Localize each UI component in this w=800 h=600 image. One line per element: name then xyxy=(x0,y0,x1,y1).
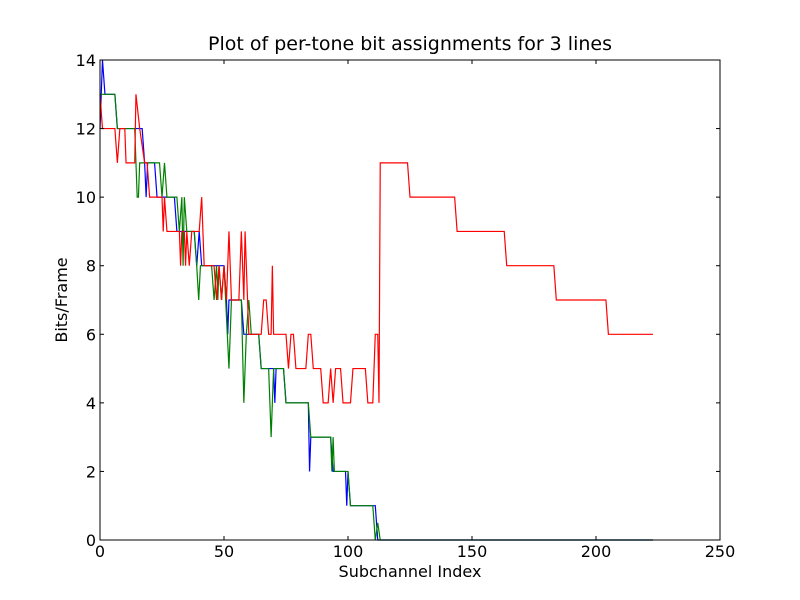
y-tick-label: 12 xyxy=(76,120,96,139)
x-tick-label: 100 xyxy=(333,542,364,561)
y-tick-label: 4 xyxy=(86,394,96,413)
y-tick-label: 2 xyxy=(86,462,96,481)
y-tick-label: 8 xyxy=(86,257,96,276)
x-tick-label: 0 xyxy=(95,542,105,561)
ticks-layer: 0 50 100 150 200 250 0 2 4 6 8 10 12 14 xyxy=(76,51,736,561)
y-tick-label: 10 xyxy=(76,188,96,207)
chart-title: Plot of per-tone bit assignments for 3 l… xyxy=(208,33,612,55)
y-tick-label: 6 xyxy=(86,325,96,344)
x-tick-label: 200 xyxy=(581,542,612,561)
series-line-2 xyxy=(99,94,654,404)
series-layer xyxy=(99,59,654,541)
x-tick-label: 150 xyxy=(457,542,488,561)
x-tick-label: 250 xyxy=(705,542,736,561)
y-axis-label: Bits/Frame xyxy=(52,257,71,342)
x-axis-label: Subchannel Index xyxy=(339,562,482,581)
y-tick-label: 14 xyxy=(76,51,96,70)
plot-area-frame xyxy=(99,59,721,541)
y-tick-label: 0 xyxy=(86,531,96,550)
x-tick-label: 50 xyxy=(214,542,234,561)
